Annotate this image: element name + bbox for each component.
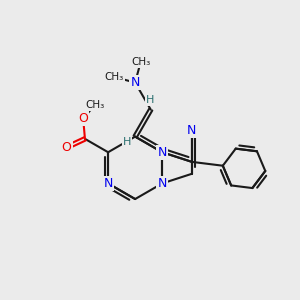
Text: N: N — [103, 177, 113, 190]
Text: O: O — [62, 141, 72, 154]
Text: CH₃: CH₃ — [105, 72, 124, 82]
Text: N: N — [158, 146, 167, 159]
Text: CH₃: CH₃ — [85, 100, 104, 110]
Text: N: N — [130, 76, 140, 89]
Text: H: H — [123, 137, 131, 147]
Text: N: N — [187, 124, 196, 137]
Text: O: O — [78, 112, 88, 125]
Text: CH₃: CH₃ — [131, 57, 150, 67]
Text: N: N — [158, 177, 167, 190]
Text: H: H — [146, 94, 154, 105]
